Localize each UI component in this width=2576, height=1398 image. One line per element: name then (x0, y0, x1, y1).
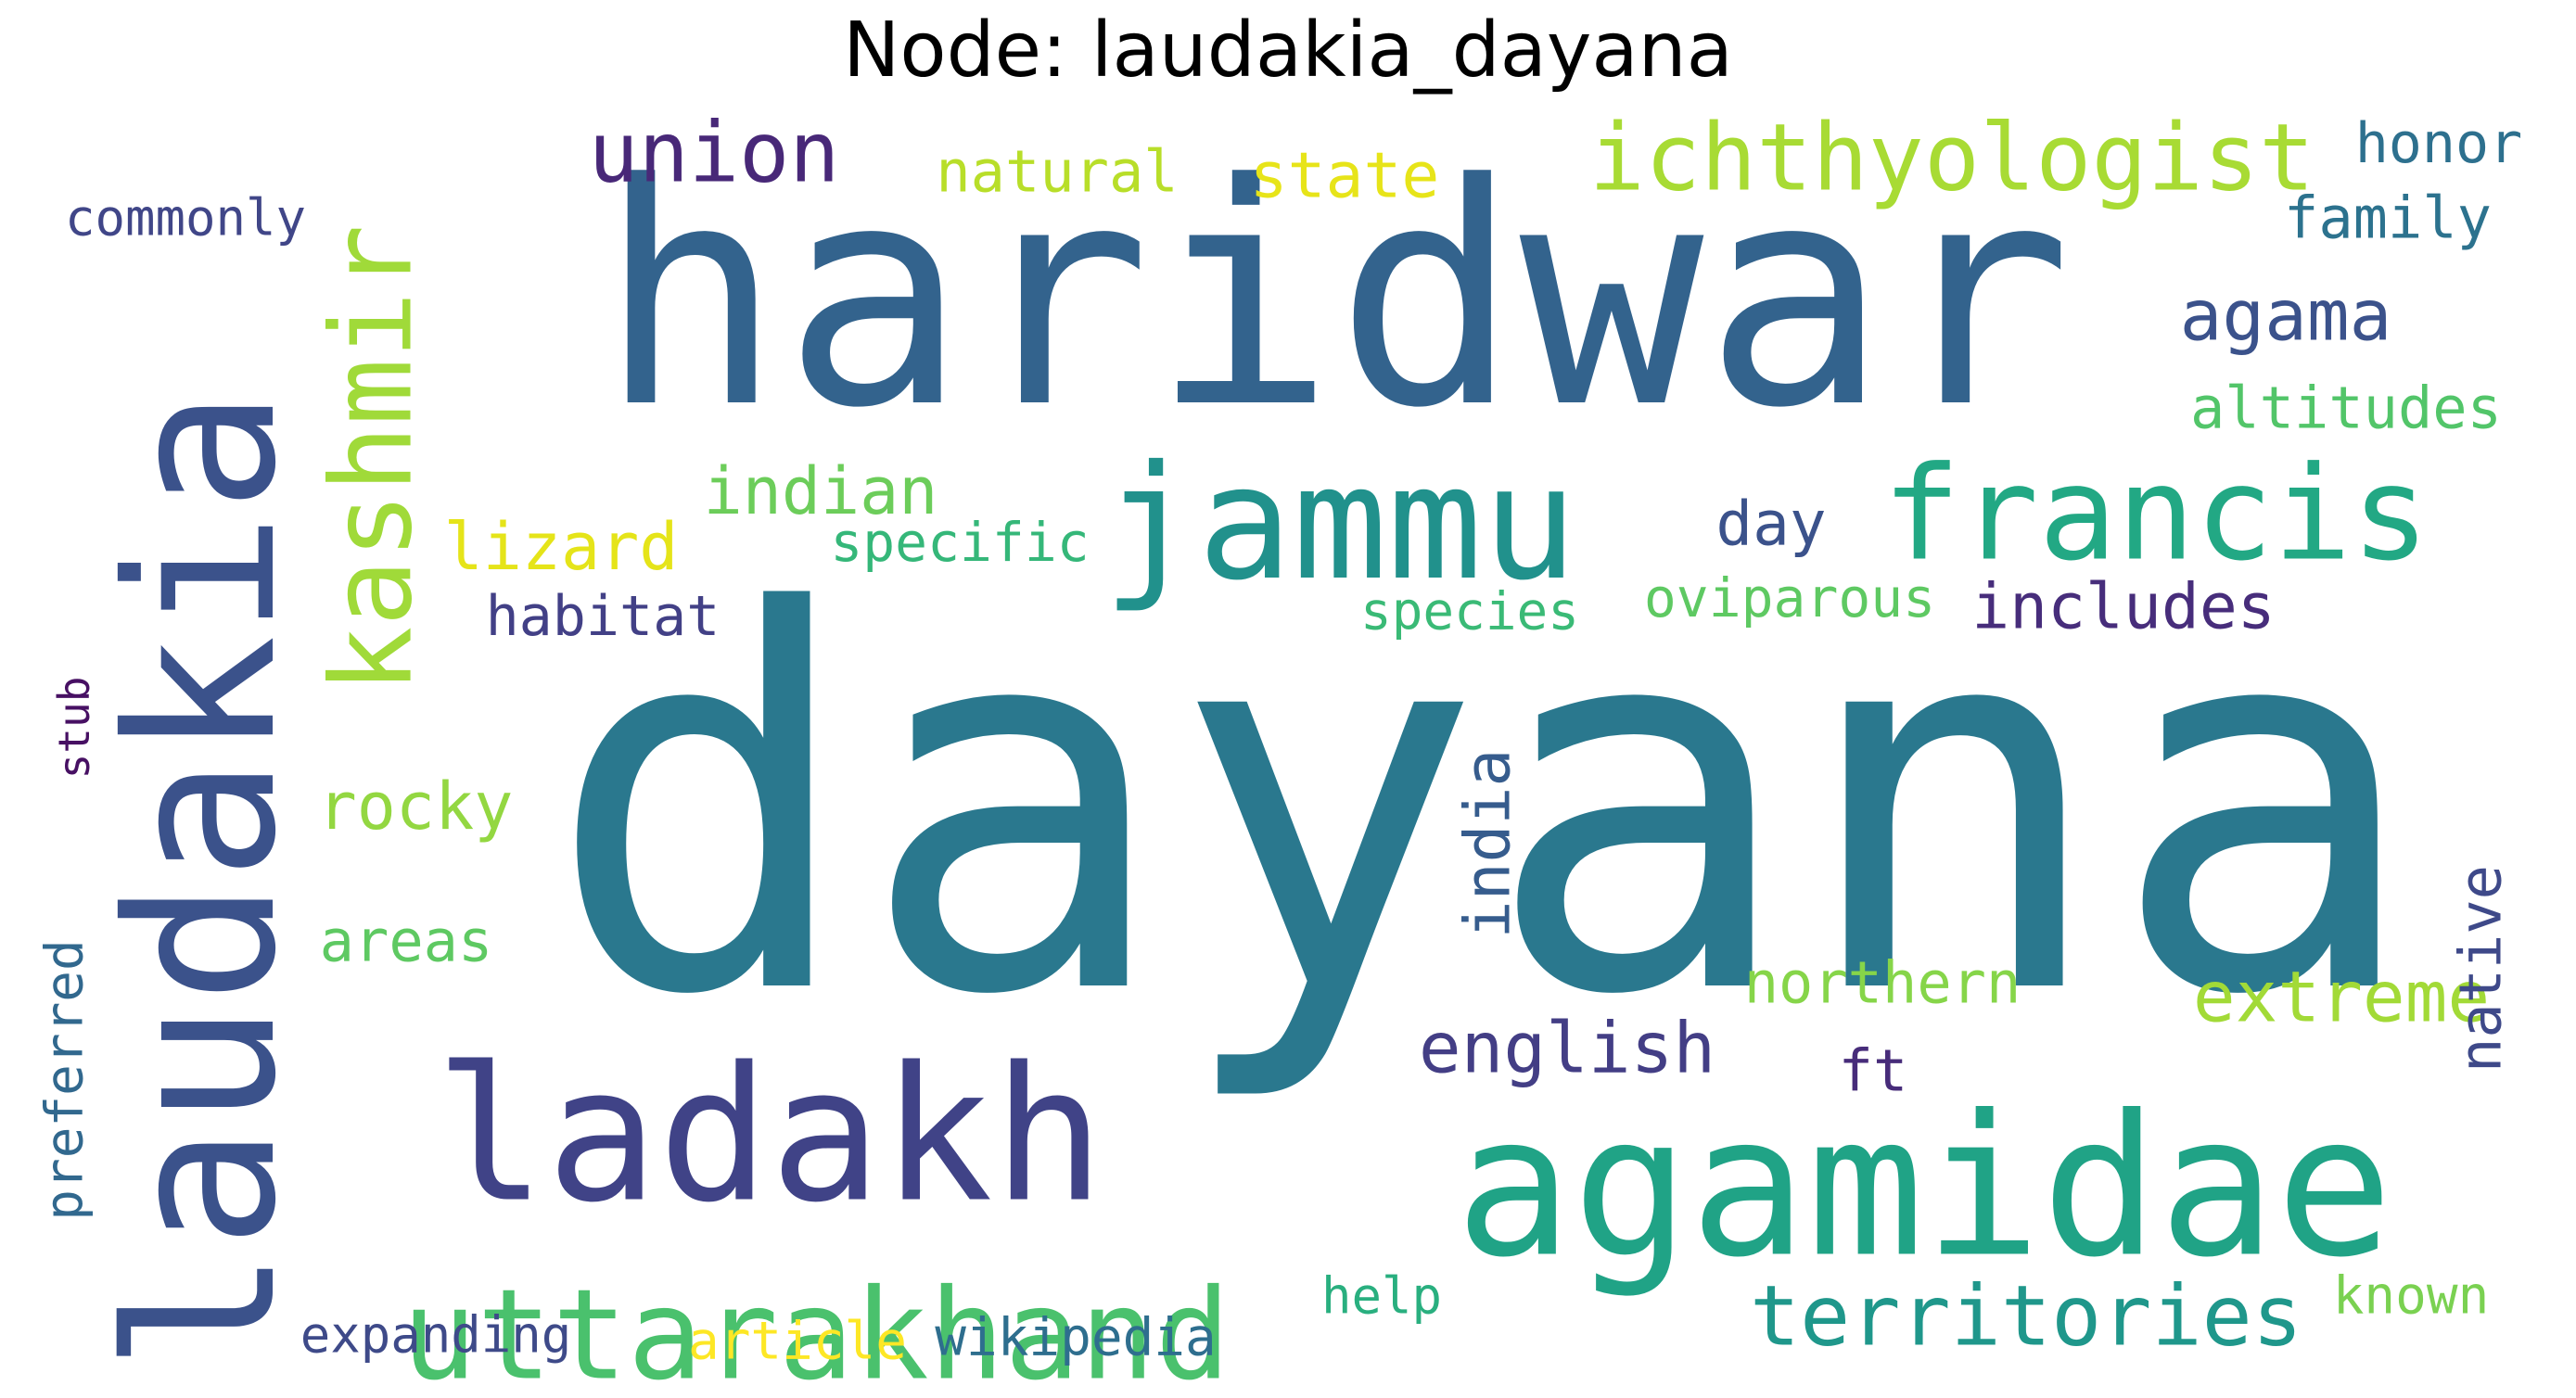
cloud-word-natural: natural (936, 138, 1178, 206)
cloud-word-areas: areas (320, 908, 493, 975)
cloud-word-uttarakhand: uttarakhand (402, 1263, 1231, 1398)
cloud-word-includes: includes (1971, 571, 2276, 644)
cloud-word-extreme: extreme (2193, 956, 2490, 1038)
cloud-word-ladakh: ladakh (435, 1028, 1104, 1244)
cloud-word-agamidae: agamidae (1455, 1074, 2392, 1301)
cloud-word-species: species (1360, 582, 1579, 642)
cloud-word-rocky: rocky (318, 769, 514, 845)
cloud-word-altitudes: altitudes (2190, 375, 2502, 442)
cloud-word-commonly: commonly (65, 189, 306, 248)
cloud-word-union: union (589, 105, 840, 202)
cloud-word-specific: specific (830, 511, 1089, 574)
cloud-word-native: native (2447, 865, 2515, 1073)
cloud-word-english: english (1419, 1007, 1715, 1089)
cloud-word-territories: territories (1750, 1268, 2302, 1366)
cloud-word-ichthyologist: ichthyologist (1589, 104, 2315, 212)
cloud-word-family: family (2284, 184, 2492, 252)
cloud-word-ft: ft (1839, 1037, 1908, 1105)
cloud-word-indian: indian (704, 453, 938, 529)
cloud-word-northern: northern (1744, 949, 2021, 1017)
cloud-word-india: india (1452, 749, 1525, 939)
cloud-word-honor: honor (2355, 111, 2523, 176)
cloud-word-francis: francis (1882, 439, 2429, 591)
cloud-word-laudakia: laudakia (83, 389, 321, 1372)
cloud-word-agama: agama (2180, 274, 2392, 357)
cloud-word-expanding: expanding (300, 1306, 572, 1365)
cloud-word-state: state (1250, 140, 1440, 213)
cloud-word-lizard: lizard (444, 509, 679, 585)
cloud-word-haridwar: haridwar (598, 119, 2072, 475)
page-title: Node: laudakia_dayana (843, 6, 1733, 95)
cloud-word-article: article (688, 1312, 907, 1372)
cloud-word-help: help (1321, 1267, 1442, 1326)
cloud-word-known: known (2333, 1266, 2490, 1327)
cloud-word-kashmir: kashmir (309, 224, 438, 693)
cloud-word-jammu: jammu (1103, 432, 1577, 616)
cloud-word-wikipedia: wikipedia (935, 1308, 1216, 1368)
cloud-word-dayana: dayana (546, 504, 2422, 1109)
cloud-word-preferred: preferred (35, 939, 96, 1220)
cloud-word-oviparous: oviparous (1644, 566, 1935, 629)
cloud-word-stub: stub (49, 677, 99, 780)
cloud-word-habitat: habitat (486, 584, 721, 649)
cloud-word-day: day (1715, 489, 1826, 560)
